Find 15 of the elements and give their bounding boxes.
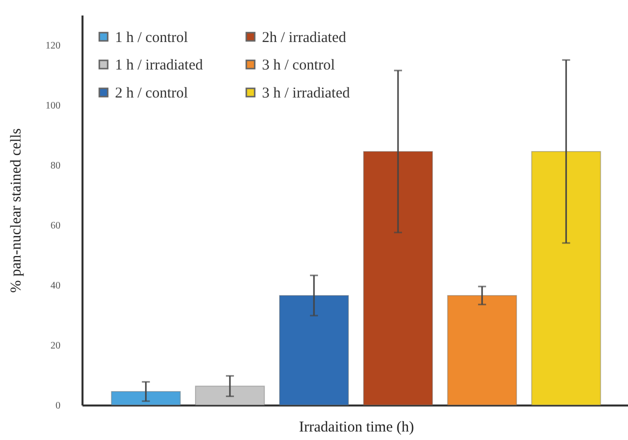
y-tick-label: 40 <box>50 280 60 292</box>
legend-label: 2h / irradiated <box>262 30 347 46</box>
legend-label: 1 h / irradiated <box>115 58 204 74</box>
y-tick-label: 60 <box>50 220 60 232</box>
y-tick-label: 20 <box>50 340 60 352</box>
y-axis-title: % pan-nuclear stained cells <box>8 128 24 293</box>
legend-label: 3 h / control <box>262 58 335 74</box>
legend-label: 3 h / irradiated <box>262 86 350 102</box>
y-tick-label: 120 <box>46 40 60 52</box>
x-axis-title: Irradaition time (h) <box>299 420 414 436</box>
y-tick-label: 80 <box>50 160 60 172</box>
y-tick-label: 100 <box>46 100 60 112</box>
y-tick-label: 0 <box>56 400 60 412</box>
legend-label: 2 h / control <box>115 86 188 102</box>
legend-label: 1 h / control <box>115 30 188 46</box>
